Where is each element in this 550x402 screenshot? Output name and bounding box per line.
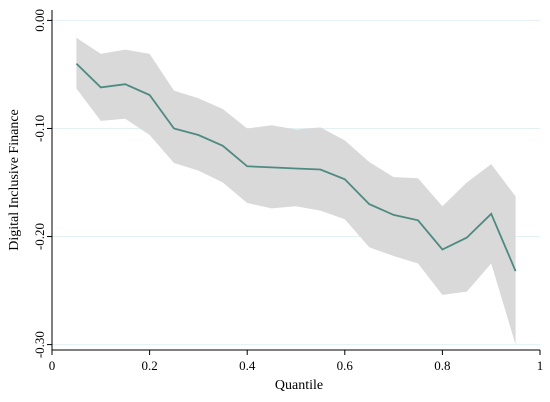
y-tick-label-2: -0.20 xyxy=(32,223,47,250)
axes xyxy=(51,10,540,351)
confidence-band xyxy=(76,37,516,345)
x-tick-label-0: 0 xyxy=(49,358,56,373)
x-axis-title: Quantile xyxy=(275,378,323,393)
x-tick-label-1: 0.2 xyxy=(141,358,157,373)
y-axis-ticks: 0.00 -0.10 -0.20 -0.30 xyxy=(32,9,52,358)
x-tick-label-5: 1 xyxy=(537,358,544,373)
coefficient-line xyxy=(75,62,517,272)
y-axis-title: Digital Inclusive Finance xyxy=(7,109,22,251)
y-tick-label-0: 0.00 xyxy=(32,9,47,32)
x-tick-label-2: 0.4 xyxy=(239,358,256,373)
y-tick-label-3: -0.30 xyxy=(32,331,47,358)
x-axis-ticks: 0 0.2 0.4 0.6 0.8 1 xyxy=(49,350,544,373)
x-tick-label-4: 0.8 xyxy=(434,358,450,373)
x-tick-label-3: 0.6 xyxy=(337,358,354,373)
y-tick-label-1: -0.10 xyxy=(32,115,47,142)
grid-lines xyxy=(52,19,540,346)
